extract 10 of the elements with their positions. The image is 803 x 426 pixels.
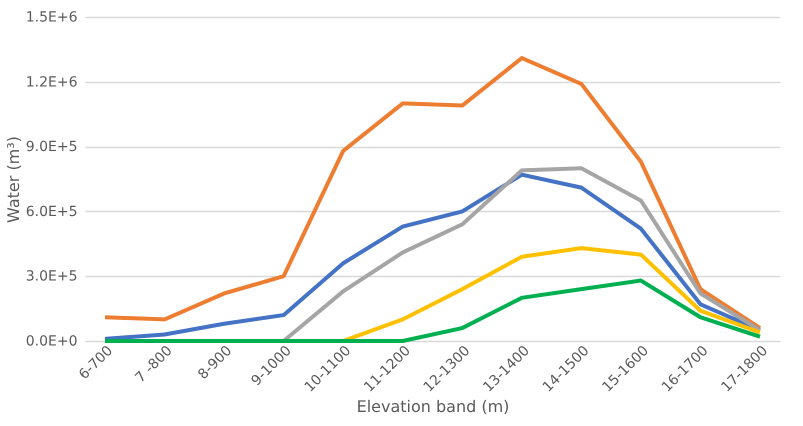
line-series <box>103 278 762 343</box>
y-tick-label: 1.5E+6 <box>26 10 78 26</box>
y-tick-label: 0.0E+0 <box>26 334 78 350</box>
line-series <box>103 56 762 330</box>
y-tick-label: 1.2E+6 <box>26 74 78 90</box>
y-tick-label: 3.0E+5 <box>26 268 78 285</box>
y-tick-label: 6.0E+5 <box>26 204 78 220</box>
x-axis-title: Elevation band (m) <box>356 396 510 416</box>
y-axis-title: Water (m³) <box>4 136 23 223</box>
y-tick-label: 9.0E+5 <box>26 139 78 156</box>
